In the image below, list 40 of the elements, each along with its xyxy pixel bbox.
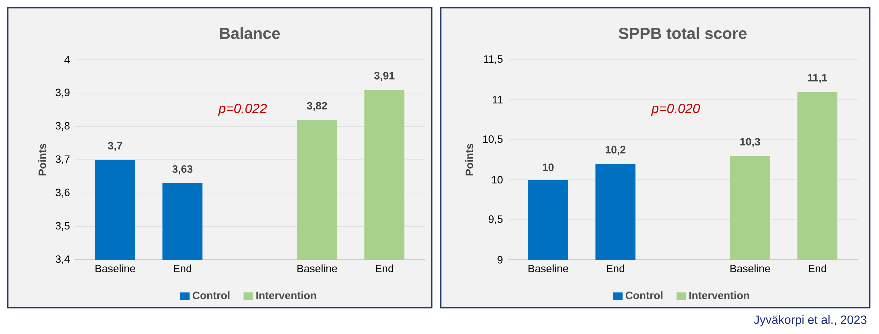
- x-tick-label: Baseline: [730, 264, 770, 273]
- chart-title: SPPB total score: [618, 28, 747, 40]
- x-tick-label: End: [607, 264, 624, 273]
- y-tick-label: 10,5: [483, 136, 503, 144]
- annotation: p=0.020: [651, 104, 700, 116]
- x-tick-label: End: [376, 264, 394, 273]
- data-label: 10,2: [606, 146, 626, 156]
- x-tick-label: Baseline: [528, 264, 568, 273]
- data-label: 3,63: [172, 166, 193, 175]
- y-tick-label: 4: [64, 56, 70, 64]
- data-label: 3,91: [374, 72, 395, 82]
- y-axis-title: Points: [466, 144, 474, 176]
- y-tick-label: 3,6: [56, 188, 70, 198]
- data-label: 11,1: [808, 74, 828, 84]
- data-label: 3,82: [307, 102, 328, 112]
- y-tick-label: 11,5: [484, 56, 503, 64]
- data-label: 10: [543, 164, 554, 172]
- text: Jyväkorpi et al., 2023: [754, 315, 867, 327]
- y-tick-label: 3,9: [56, 88, 70, 98]
- y-tick-label: 3,5: [56, 222, 70, 232]
- y-tick-label: 9: [498, 256, 503, 264]
- y-tick-label: 3,4: [56, 256, 70, 264]
- data-label: 3,7: [108, 142, 122, 152]
- y-axis-title: Points: [38, 144, 46, 176]
- legend-label: Control: [626, 292, 663, 300]
- data-label: 10,3: [740, 138, 760, 148]
- chart-title: Balance: [220, 28, 280, 40]
- y-tick-label: 9,5: [488, 216, 503, 224]
- x-tick-label: Baseline: [96, 264, 136, 273]
- legend-label: Control: [192, 292, 230, 300]
- y-tick-label: 10: [492, 176, 503, 184]
- legend-label: Intervention: [690, 292, 750, 300]
- y-tick-label: 3,8: [56, 122, 70, 132]
- x-tick-label: End: [174, 264, 192, 273]
- y-tick-label: 3,7: [56, 156, 70, 164]
- legend-label: Intervention: [256, 292, 316, 300]
- x-tick-label: Baseline: [298, 264, 338, 273]
- x-tick-label: End: [809, 264, 826, 273]
- y-tick-label: 11: [493, 96, 503, 104]
- annotation: p=0.022: [218, 104, 268, 116]
